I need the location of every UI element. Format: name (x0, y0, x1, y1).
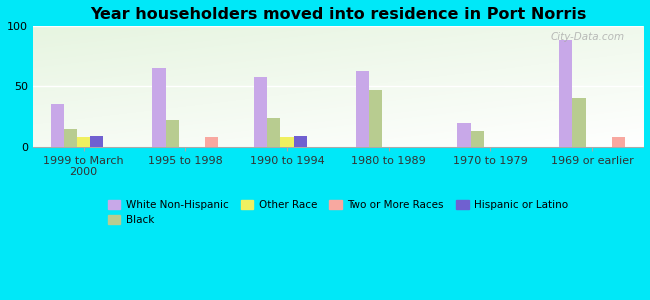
Bar (559, 40, 573, 147)
Bar (205, 137, 218, 147)
Text: City-Data.com: City-Data.com (551, 32, 625, 42)
Title: Year householders moved into residence in Port Norris: Year householders moved into residence i… (90, 7, 586, 22)
Legend: White Non-Hispanic, Black, Other Race, Two or More Races, Hispanic or Latino: White Non-Hispanic, Black, Other Race, T… (104, 195, 572, 230)
Bar (254, 76, 267, 147)
Bar (51, 104, 64, 147)
Bar (64, 129, 77, 147)
Bar (369, 90, 382, 147)
Bar (573, 98, 586, 147)
Bar (166, 120, 179, 147)
Bar (152, 68, 166, 147)
Bar (612, 137, 625, 147)
Bar (90, 136, 103, 147)
Bar (280, 137, 294, 147)
Bar (77, 137, 90, 147)
Bar (294, 136, 307, 147)
Bar (471, 131, 484, 147)
Bar (356, 70, 369, 147)
Bar (458, 122, 471, 147)
Bar (267, 118, 280, 147)
